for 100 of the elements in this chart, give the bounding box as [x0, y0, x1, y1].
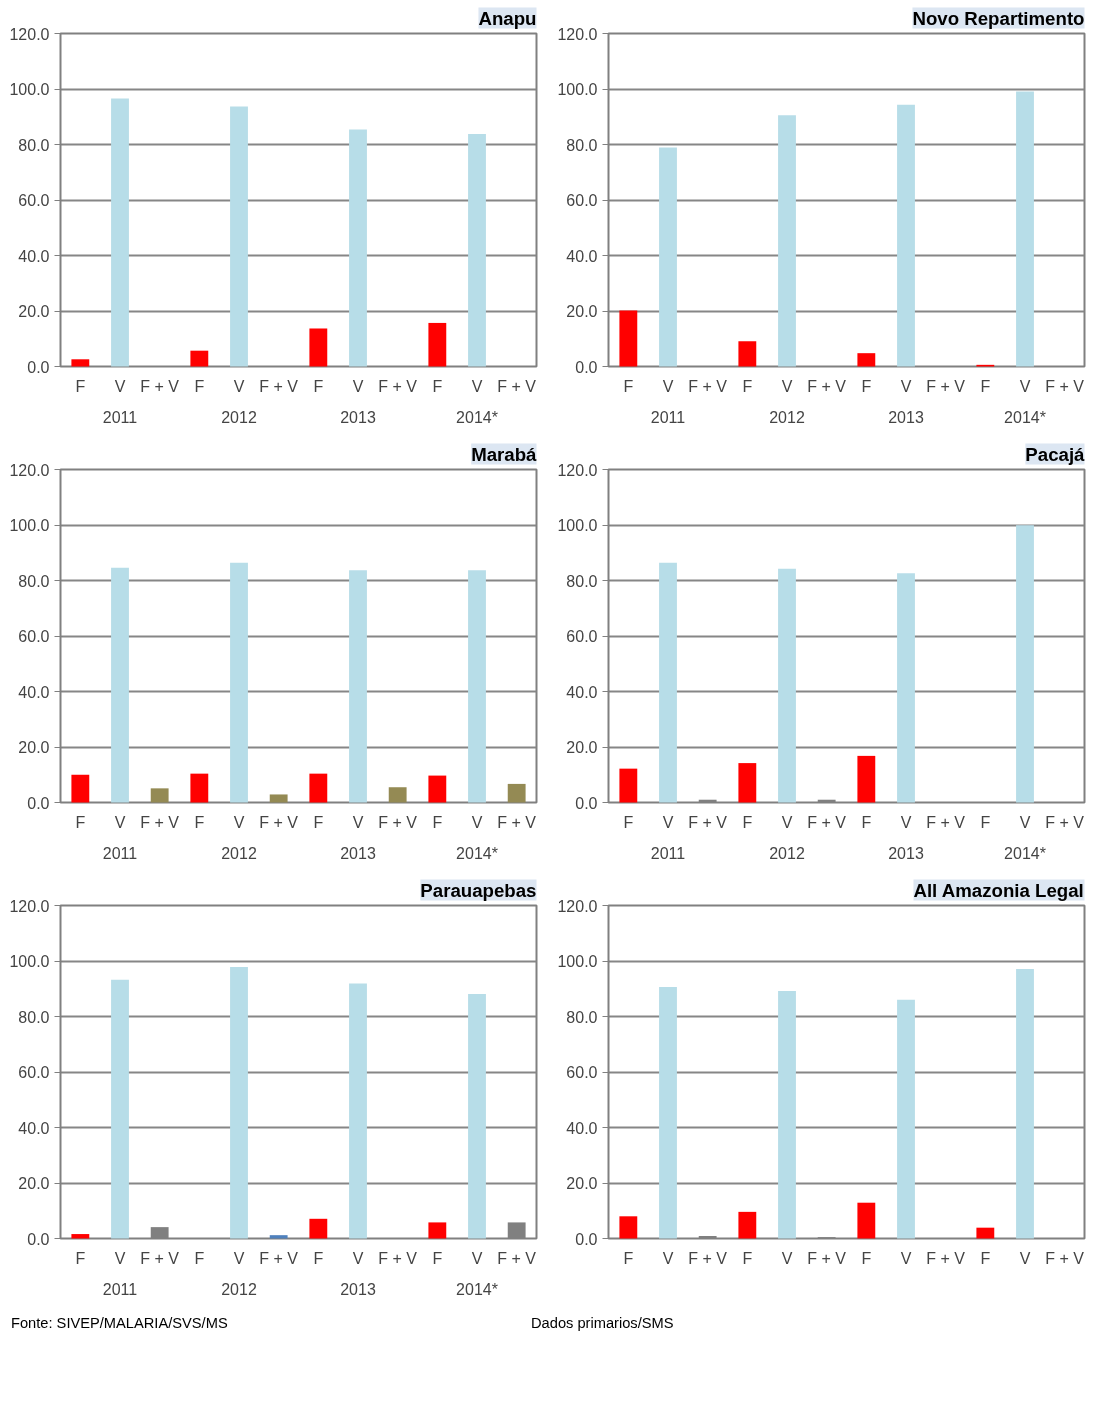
x-tick-label: F + V: [926, 1249, 966, 1267]
x-tick-label: V: [471, 1249, 483, 1267]
text: 2011: [102, 408, 138, 426]
y-tick-label: 100.0: [557, 953, 598, 970]
text: 2013: [888, 844, 924, 862]
text: 2012: [221, 408, 257, 426]
y-tick-label: 100.0: [557, 81, 598, 98]
x-tick-label: F + V: [259, 813, 299, 831]
y-tick-label: 20.0: [18, 1175, 50, 1192]
y-tick-label: 60.0: [566, 1064, 598, 1081]
x-tick-label: F: [75, 1249, 86, 1267]
y-tick-label: 40.0: [18, 1119, 50, 1137]
x-tick-label: F: [313, 1249, 324, 1267]
x-tick-label: F + V: [497, 377, 537, 395]
x-tick-label: F + V: [926, 377, 966, 395]
text: 2011: [102, 1280, 138, 1298]
text: 2011: [650, 408, 686, 426]
x-tick-label: V: [662, 813, 674, 831]
x-tick-label: V: [352, 377, 364, 395]
x-tick-label: F + V: [1045, 1249, 1085, 1267]
x-tick-label: F: [861, 1249, 872, 1267]
x-tick-label: F: [861, 813, 872, 831]
text: 2012: [769, 844, 805, 862]
x-tick-label: F: [742, 813, 753, 831]
x-tick-label: F + V: [1045, 377, 1085, 395]
y-tick-label: 40.0: [566, 247, 598, 265]
x-tick-label: V: [781, 377, 793, 395]
y-tick-label: 120.0: [9, 461, 50, 479]
y-tick-label: 0.0: [575, 358, 598, 376]
y-tick-label: 40.0: [566, 1119, 598, 1137]
x-tick-label: F: [980, 813, 991, 831]
chart-title: Pacajá: [1025, 443, 1086, 465]
x-tick-label: F: [75, 377, 86, 395]
x-tick-label: F + V: [497, 813, 537, 831]
text: 2012: [769, 408, 805, 426]
x-tick-label: F: [623, 377, 634, 395]
y-tick-label: 40.0: [18, 247, 50, 265]
chart-title: Marabá: [471, 443, 538, 465]
chart-title: Novo Repartimento: [912, 7, 1085, 29]
y-tick-label: 0.0: [27, 1230, 50, 1248]
x-tick-label: V: [1019, 1249, 1031, 1267]
x-tick-label: V: [1019, 813, 1031, 831]
x-tick-label: F: [432, 1249, 443, 1267]
x-tick-label: V: [781, 813, 793, 831]
x-tick-label: V: [114, 377, 126, 395]
x-tick-label: V: [114, 1249, 126, 1267]
y-tick-label: 120.0: [557, 25, 598, 43]
y-tick-label: 80.0: [566, 572, 598, 590]
y-tick-label: 0.0: [27, 358, 50, 376]
text: Dados primarios/SMS: [531, 1314, 675, 1333]
y-tick-label: 20.0: [566, 739, 598, 756]
y-tick-label: 60.0: [566, 628, 598, 645]
text: 2013: [888, 408, 924, 426]
x-tick-label: F + V: [140, 377, 180, 395]
text: 2014*: [456, 844, 498, 862]
x-tick-label: F + V: [688, 813, 728, 831]
text: 2012: [221, 844, 257, 862]
y-tick-label: 0.0: [27, 794, 50, 812]
y-tick-label: 80.0: [566, 136, 598, 154]
x-tick-label: F: [432, 377, 443, 395]
y-tick-label: 40.0: [566, 683, 598, 701]
y-tick-label: 60.0: [566, 192, 598, 209]
y-tick-label: 80.0: [18, 1008, 50, 1026]
x-tick-label: F: [432, 813, 443, 831]
text: 2012: [221, 1280, 257, 1298]
x-tick-label: F + V: [378, 377, 418, 395]
x-tick-label: V: [233, 1249, 245, 1267]
y-tick-label: 20.0: [18, 739, 50, 756]
x-tick-label: V: [900, 377, 912, 395]
x-tick-label: V: [1019, 377, 1031, 395]
x-tick-label: F + V: [497, 1249, 537, 1267]
x-tick-label: F: [194, 1249, 205, 1267]
x-tick-label: F: [313, 377, 324, 395]
text: 2013: [340, 844, 376, 862]
text: 2014*: [1004, 844, 1046, 862]
y-tick-label: 100.0: [9, 81, 50, 98]
y-tick-label: 20.0: [566, 303, 598, 320]
text: 2011: [650, 844, 686, 862]
y-tick-label: 80.0: [566, 1008, 598, 1026]
x-tick-label: V: [900, 1249, 912, 1267]
x-tick-label: F: [194, 813, 205, 831]
y-tick-label: 60.0: [18, 1064, 50, 1081]
text: 2013: [340, 408, 376, 426]
y-tick-label: 80.0: [18, 572, 50, 590]
x-tick-label: F + V: [140, 1249, 180, 1267]
x-tick-label: F: [742, 1249, 753, 1267]
x-tick-label: F + V: [688, 377, 728, 395]
y-tick-label: 100.0: [9, 517, 50, 534]
text: 2014*: [1004, 408, 1046, 426]
x-tick-label: V: [662, 1249, 674, 1267]
x-tick-label: F + V: [1045, 813, 1085, 831]
text: 2014*: [456, 408, 498, 426]
x-tick-label: F: [75, 813, 86, 831]
x-tick-label: F + V: [259, 377, 299, 395]
x-tick-label: F + V: [807, 1249, 847, 1267]
x-tick-label: F: [623, 813, 634, 831]
source-note: Fonte: SIVEP/MALARIA/SVS/MS: [11, 1314, 229, 1333]
y-tick-label: 60.0: [18, 628, 50, 645]
x-tick-label: F + V: [378, 813, 418, 831]
chart-title: Anapu: [478, 7, 537, 29]
